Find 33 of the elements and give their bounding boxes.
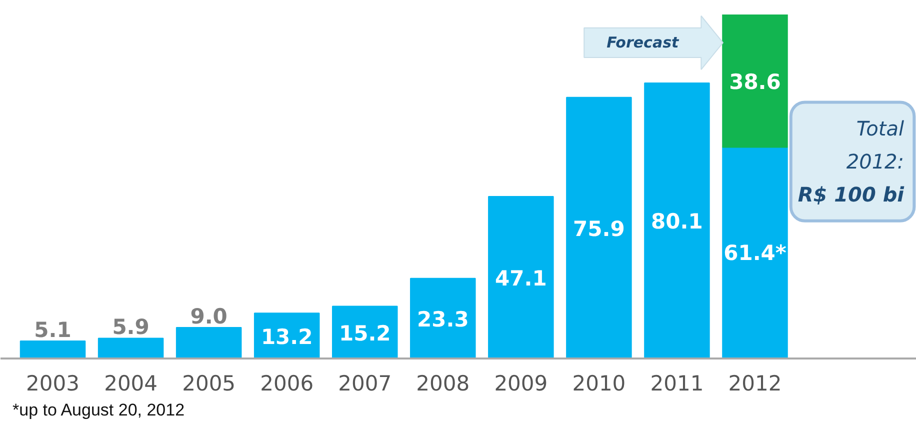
bar	[644, 82, 710, 358]
x-tick-label: 2003	[26, 372, 80, 396]
x-tick-label: 2010	[572, 372, 626, 396]
bar	[722, 14, 788, 148]
data-label: 9.0	[190, 304, 228, 329]
text: *up to August 20, 2012	[12, 400, 185, 420]
x-tick-label: 2012	[728, 372, 782, 396]
x-tick-label: 2007	[338, 372, 392, 396]
annotation: Forecast	[606, 34, 680, 52]
x-tick-label: 2008	[416, 372, 470, 396]
data-label: 15.2	[338, 321, 391, 346]
x-tick-label: 2004	[104, 372, 158, 396]
x-tick-label: 2011	[650, 372, 704, 396]
bar	[410, 278, 476, 358]
data-label: 75.9	[573, 216, 625, 241]
data-label: 61.4*	[724, 240, 786, 265]
bar	[722, 146, 788, 358]
bar	[566, 96, 632, 358]
bar	[98, 338, 164, 358]
data-label: 38.6	[729, 70, 781, 94]
data-label: 23.3	[416, 307, 469, 332]
data-label: 5.9	[112, 315, 150, 340]
data-label: 80.1	[651, 210, 703, 234]
data-label: 5.1	[34, 318, 72, 342]
x-tick-label: 2006	[260, 372, 314, 396]
bar	[488, 196, 554, 358]
data-label: 13.2	[260, 324, 313, 349]
data-label: 47.1	[495, 266, 547, 290]
x-tick-label: 2005	[182, 372, 236, 396]
x-tick-label: 2009	[494, 372, 548, 396]
bar	[176, 327, 242, 358]
text: Total 2012: R$ 100 bi	[798, 116, 906, 207]
bar	[20, 340, 86, 358]
